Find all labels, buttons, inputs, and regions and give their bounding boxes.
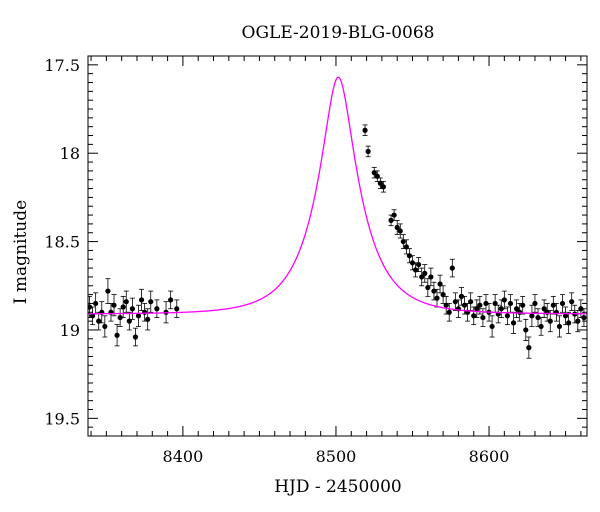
data-point — [135, 304, 142, 327]
data-point — [93, 292, 99, 315]
data-point — [501, 290, 507, 310]
data-point — [391, 209, 397, 221]
data-point — [544, 303, 550, 322]
data-point — [431, 281, 437, 301]
data-point — [174, 299, 180, 318]
data-point — [513, 299, 520, 318]
data-point — [416, 257, 422, 273]
data-point — [532, 294, 538, 313]
data-point — [380, 181, 387, 193]
data-point — [111, 294, 117, 317]
data-point — [556, 315, 563, 338]
data-points — [88, 124, 587, 359]
data-point — [541, 299, 547, 318]
data-point — [114, 324, 120, 347]
data-point — [145, 308, 151, 331]
data-point — [535, 308, 541, 327]
data-point — [468, 292, 474, 311]
data-point — [559, 294, 566, 313]
data-point — [377, 177, 383, 189]
data-point — [562, 306, 569, 326]
y-tick-label: 19 — [60, 321, 80, 340]
data-point — [419, 267, 425, 287]
data-point — [138, 288, 145, 311]
y-tick-label: 19.5 — [44, 409, 80, 428]
data-point — [394, 219, 400, 235]
data-point — [102, 315, 108, 338]
data-point — [443, 295, 449, 315]
data-point — [117, 308, 123, 327]
x-tick-label: 8600 — [469, 447, 510, 466]
data-point — [132, 327, 139, 347]
data-point — [492, 294, 498, 313]
data-point — [523, 318, 529, 341]
data-point — [105, 278, 111, 304]
data-point — [458, 287, 465, 306]
data-point — [403, 239, 409, 255]
data-point — [569, 292, 575, 311]
data-point — [154, 299, 160, 318]
chart-title: OGLE-2019-BLG-0068 — [242, 23, 435, 43]
data-point — [428, 267, 434, 287]
data-point — [507, 294, 514, 313]
plot-frame — [87, 55, 588, 437]
data-point — [425, 278, 431, 297]
data-point — [406, 248, 413, 264]
y-axis-label: I magnitude — [11, 200, 31, 304]
data-point — [566, 311, 572, 334]
data-point — [520, 295, 526, 315]
x-tick-label: 8500 — [316, 447, 357, 466]
data-point — [362, 124, 368, 136]
data-point — [168, 290, 174, 310]
data-point — [489, 315, 495, 338]
data-point — [446, 303, 452, 322]
data-point — [129, 297, 135, 320]
data-point — [437, 274, 443, 294]
data-point — [480, 308, 486, 327]
y-tick-label: 17.5 — [44, 56, 80, 75]
data-point — [471, 306, 477, 326]
data-point — [449, 258, 455, 278]
data-point — [538, 317, 544, 336]
data-point — [474, 299, 480, 318]
data-point — [96, 311, 102, 331]
data-point — [581, 308, 587, 327]
data-point — [434, 288, 440, 308]
axis-ticks — [88, 56, 587, 437]
data-point — [526, 336, 532, 359]
data-point — [422, 264, 428, 283]
tick-labels: 8400 8500 8600 17.5 18 18.5 19 19.5 — [44, 56, 509, 466]
data-point — [578, 299, 584, 318]
data-point — [510, 311, 517, 334]
data-point — [365, 145, 371, 158]
model-curve — [88, 76, 587, 315]
x-axis-label: HJD - 2450000 — [274, 477, 402, 497]
data-point — [126, 311, 132, 331]
data-point — [397, 223, 403, 239]
data-point — [504, 306, 511, 326]
data-point — [529, 304, 535, 327]
data-point — [412, 262, 419, 278]
data-point — [440, 285, 446, 304]
y-tick-label: 18 — [60, 144, 80, 163]
data-point — [498, 299, 504, 318]
data-point — [89, 306, 96, 326]
y-tick-label: 18.5 — [44, 233, 80, 252]
x-tick-label: 8400 — [163, 447, 204, 466]
data-point — [148, 290, 154, 313]
